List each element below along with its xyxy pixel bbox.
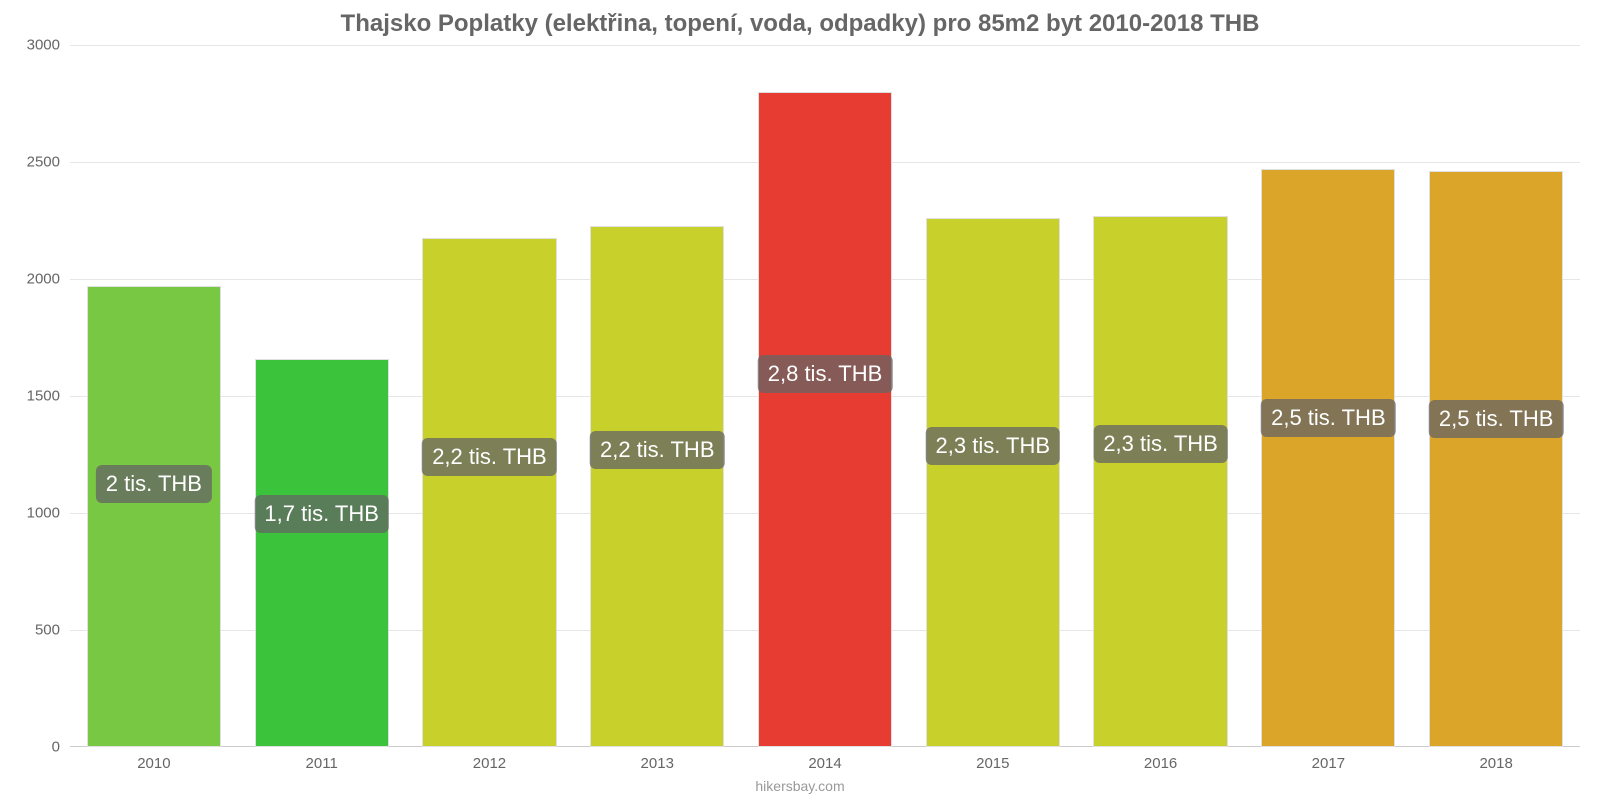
bar-slot: 2,3 tis. THB2015 bbox=[909, 45, 1077, 747]
chart-title: Thajsko Poplatky (elektřina, topení, vod… bbox=[0, 0, 1600, 38]
bar: 2,2 tis. THB bbox=[422, 238, 556, 747]
chart-container: 050010001500200025003000 2 tis. THB20101… bbox=[70, 45, 1580, 747]
bar: 2 tis. THB bbox=[87, 286, 221, 747]
bar-slot: 2,8 tis. THB2014 bbox=[741, 45, 909, 747]
x-tick-label: 2014 bbox=[808, 755, 841, 772]
y-tick-label: 1500 bbox=[0, 388, 60, 405]
x-tick-label: 2013 bbox=[641, 755, 674, 772]
bar-value-label: 1,7 tis. THB bbox=[254, 495, 389, 533]
bar-slot: 2,5 tis. THB2018 bbox=[1412, 45, 1580, 747]
bar: 2,8 tis. THB bbox=[758, 92, 892, 747]
bar: 2,5 tis. THB bbox=[1429, 171, 1563, 747]
bar: 2,3 tis. THB bbox=[1093, 216, 1227, 747]
y-tick-label: 2000 bbox=[0, 271, 60, 288]
bar-slot: 1,7 tis. THB2011 bbox=[238, 45, 406, 747]
x-tick-label: 2011 bbox=[306, 755, 338, 772]
chart-footer: hikersbay.com bbox=[0, 778, 1600, 794]
bar-slot: 2,5 tis. THB2017 bbox=[1244, 45, 1412, 747]
y-tick-label: 1000 bbox=[0, 505, 60, 522]
bar-value-label: 2,8 tis. THB bbox=[758, 355, 893, 393]
bar: 1,7 tis. THB bbox=[255, 359, 389, 747]
y-tick-label: 2500 bbox=[0, 154, 60, 171]
x-tick-label: 2012 bbox=[473, 755, 506, 772]
bar-value-label: 2,3 tis. THB bbox=[1093, 425, 1228, 463]
bar-slot: 2,2 tis. THB2012 bbox=[406, 45, 574, 747]
bar-slot: 2,3 tis. THB2016 bbox=[1077, 45, 1245, 747]
bar-slot: 2 tis. THB2010 bbox=[70, 45, 238, 747]
y-tick-label: 0 bbox=[0, 739, 60, 756]
x-tick-label: 2017 bbox=[1312, 755, 1345, 772]
x-tick-label: 2016 bbox=[1144, 755, 1177, 772]
y-tick-label: 3000 bbox=[0, 37, 60, 54]
bar-value-label: 2 tis. THB bbox=[96, 465, 212, 503]
bar-value-label: 2,2 tis. THB bbox=[422, 438, 557, 476]
bars-group: 2 tis. THB20101,7 tis. THB20112,2 tis. T… bbox=[70, 45, 1580, 747]
y-tick-label: 500 bbox=[0, 622, 60, 639]
x-tick-label: 2010 bbox=[137, 755, 170, 772]
bar-slot: 2,2 tis. THB2013 bbox=[573, 45, 741, 747]
bar: 2,5 tis. THB bbox=[1261, 169, 1395, 747]
bar: 2,3 tis. THB bbox=[926, 218, 1060, 747]
bar-value-label: 2,2 tis. THB bbox=[590, 431, 725, 469]
x-tick-label: 2018 bbox=[1479, 755, 1512, 772]
bar-value-label: 2,5 tis. THB bbox=[1429, 400, 1564, 438]
bar-value-label: 2,3 tis. THB bbox=[926, 427, 1061, 465]
bar-value-label: 2,5 tis. THB bbox=[1261, 399, 1396, 437]
bar: 2,2 tis. THB bbox=[590, 226, 724, 747]
x-tick-label: 2015 bbox=[976, 755, 1009, 772]
